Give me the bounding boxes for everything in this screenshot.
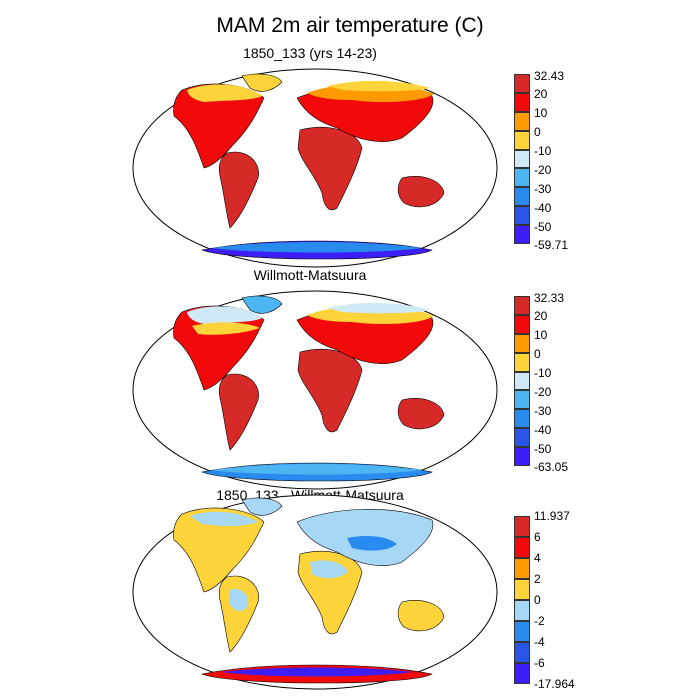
colorbar-segment	[514, 390, 530, 410]
panel-2-tick-7: -40	[534, 423, 552, 437]
colorbar-segment	[514, 149, 530, 169]
colorbar-segment	[514, 333, 530, 353]
panel-1-tick-9: -59.71	[534, 238, 569, 252]
colorbar-segment	[514, 206, 530, 226]
colorbar-segment	[514, 111, 530, 131]
panel-3-tick-7: -6	[534, 656, 545, 670]
colorbar-segment	[514, 428, 530, 448]
panel-2-tick-2: 10	[534, 328, 548, 342]
panel-3-map	[132, 490, 498, 690]
colorbar-segment	[514, 130, 530, 150]
colorbar-segment	[514, 187, 530, 207]
colorbar-segment	[514, 579, 530, 600]
panel-1-tick-8: -50	[534, 220, 552, 234]
panel-2-tick-4: -10	[534, 366, 552, 380]
panel-2-tick-3: 0	[534, 347, 541, 361]
panel-3-tick-4: 0	[534, 593, 541, 607]
colorbar-segment	[514, 600, 530, 621]
panel-2-tick-9: -63.05	[534, 460, 569, 474]
panel-2-tick-6: -30	[534, 404, 552, 418]
panel-3-tick-6: -4	[534, 635, 545, 649]
colorbar-segment	[514, 225, 530, 244]
colorbar-segment	[514, 352, 530, 372]
colorbar-segment	[514, 642, 530, 663]
panel-1-tick-6: -30	[534, 182, 552, 196]
panel-1-title: 1850_133 (yrs 14-23)	[243, 45, 377, 61]
panel-3-colorbar	[514, 516, 530, 684]
panel-2-tick-0: 32.33	[534, 291, 565, 305]
panel-3-tick-8: -17.964	[534, 677, 575, 691]
panel-1-tick-4: -10	[534, 144, 552, 158]
panel-1-tick-0: 32.43	[534, 69, 565, 83]
colorbar-segment	[514, 558, 530, 579]
colorbar-segment	[514, 168, 530, 188]
panel-2-colorbar	[514, 296, 530, 466]
panel-1-tick-7: -40	[534, 201, 552, 215]
colorbar-segment	[514, 409, 530, 429]
colorbar-segment	[514, 296, 530, 315]
panel-1-colorbar	[514, 74, 530, 244]
colorbar-segment	[514, 447, 530, 466]
panel-3-tick-5: -2	[534, 614, 545, 628]
panel-3-tick-0: 11.937	[534, 509, 570, 523]
colorbar-segment	[514, 663, 530, 684]
panel-2-tick-5: -20	[534, 385, 552, 399]
panel-3-tick-3: 2	[534, 572, 541, 586]
panel-1-tick-3: 0	[534, 125, 541, 139]
panel-2-tick-8: -50	[534, 442, 552, 456]
colorbar-segment	[514, 92, 530, 112]
panel-3-tick-1: 6	[534, 530, 541, 544]
panel-2-title: Willmott-Matsuura	[253, 267, 367, 283]
figure-title: MAM 2m air temperature (C)	[216, 14, 484, 37]
panel-2-tick-1: 20	[534, 309, 548, 323]
panel-1-tick-5: -20	[534, 163, 552, 177]
panel-1-tick-1: 20	[534, 87, 548, 101]
colorbar-segment	[514, 314, 530, 334]
panel-2-map	[132, 290, 498, 490]
colorbar-segment	[514, 74, 530, 93]
colorbar-segment	[514, 516, 530, 537]
panel-3-tick-2: 4	[534, 551, 541, 565]
panel-1-tick-2: 10	[534, 106, 548, 120]
panel-1-map	[132, 68, 498, 268]
colorbar-segment	[514, 537, 530, 558]
colorbar-segment	[514, 621, 530, 642]
colorbar-segment	[514, 371, 530, 391]
